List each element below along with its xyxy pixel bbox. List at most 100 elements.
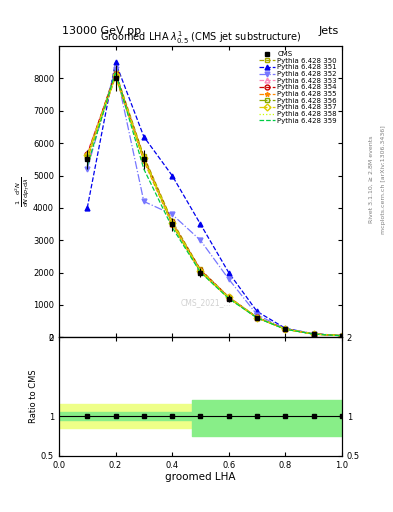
Pythia 6.428 352 [113, 66, 118, 72]
Pythia 6.428 357 [85, 153, 90, 159]
Pythia 6.428 357 [255, 314, 259, 321]
Pythia 6.428 358 [340, 333, 344, 339]
Pythia 6.428 353 [113, 72, 118, 78]
Pythia 6.428 354 [283, 326, 288, 332]
Pythia 6.428 350 [170, 218, 174, 224]
Pythia 6.428 358 [311, 331, 316, 337]
Pythia 6.428 357 [340, 333, 344, 339]
Pythia 6.428 353 [226, 294, 231, 301]
Pythia 6.428 357 [113, 72, 118, 78]
Pythia 6.428 351 [198, 221, 203, 227]
Pythia 6.428 358 [226, 295, 231, 301]
Pythia 6.428 354 [85, 152, 90, 158]
Text: mcplots.cern.ch [arXiv:1306.3436]: mcplots.cern.ch [arXiv:1306.3436] [381, 125, 386, 233]
Pythia 6.428 352 [311, 331, 316, 337]
Pythia 6.428 350 [283, 326, 288, 332]
Pythia 6.428 358 [113, 73, 118, 79]
Pythia 6.428 350 [340, 332, 344, 338]
Pythia 6.428 358 [283, 326, 288, 332]
Pythia 6.428 359 [255, 315, 259, 321]
Pythia 6.428 354 [340, 333, 344, 339]
Line: Pythia 6.428 356: Pythia 6.428 356 [85, 73, 344, 338]
Line: Pythia 6.428 353: Pythia 6.428 353 [85, 73, 344, 338]
Pythia 6.428 352 [226, 276, 231, 282]
Pythia 6.428 356 [340, 333, 344, 339]
Line: Pythia 6.428 354: Pythia 6.428 354 [85, 71, 344, 338]
Pythia 6.428 351 [141, 134, 146, 140]
Legend: CMS, Pythia 6.428 350, Pythia 6.428 351, Pythia 6.428 352, Pythia 6.428 353, Pyt: CMS, Pythia 6.428 350, Pythia 6.428 351,… [258, 50, 338, 125]
Pythia 6.428 356 [226, 295, 231, 301]
Text: Rivet 3.1.10, ≥ 2.8M events: Rivet 3.1.10, ≥ 2.8M events [369, 136, 374, 223]
Pythia 6.428 357 [198, 268, 203, 274]
Pythia 6.428 356 [198, 268, 203, 274]
Pythia 6.428 358 [255, 315, 259, 321]
Line: Pythia 6.428 358: Pythia 6.428 358 [87, 76, 342, 336]
Pythia 6.428 355 [255, 315, 259, 321]
Pythia 6.428 359 [170, 224, 174, 230]
Pythia 6.428 355 [141, 158, 146, 164]
Pythia 6.428 352 [255, 312, 259, 318]
Pythia 6.428 359 [340, 333, 344, 339]
Pythia 6.428 353 [255, 314, 259, 321]
Line: Pythia 6.428 352: Pythia 6.428 352 [85, 66, 344, 338]
Y-axis label: $\frac{1}{\mathrm{d}N} \frac{\mathrm{d}^2 N}{\mathrm{d} p_T \mathrm{d}\lambda}$: $\frac{1}{\mathrm{d}N} \frac{\mathrm{d}^… [13, 177, 31, 207]
Pythia 6.428 355 [226, 295, 231, 301]
Pythia 6.428 353 [141, 156, 146, 162]
Line: Pythia 6.428 359: Pythia 6.428 359 [87, 72, 342, 336]
Pythia 6.428 354 [226, 294, 231, 301]
Pythia 6.428 352 [170, 211, 174, 218]
Pythia 6.428 352 [198, 237, 203, 243]
Title: Groomed LHA $\lambda^{1}_{0.5}$ (CMS jet substructure): Groomed LHA $\lambda^{1}_{0.5}$ (CMS jet… [100, 29, 301, 46]
Pythia 6.428 359 [226, 295, 231, 302]
Pythia 6.428 357 [141, 155, 146, 161]
Pythia 6.428 358 [198, 269, 203, 275]
Pythia 6.428 355 [198, 269, 203, 275]
Pythia 6.428 352 [141, 198, 146, 204]
Pythia 6.428 351 [113, 59, 118, 66]
Pythia 6.428 353 [170, 221, 174, 227]
Pythia 6.428 355 [283, 326, 288, 332]
Line: Pythia 6.428 350: Pythia 6.428 350 [85, 70, 344, 338]
Pythia 6.428 350 [311, 331, 316, 337]
Pythia 6.428 351 [311, 331, 316, 337]
Pythia 6.428 354 [141, 155, 146, 161]
Pythia 6.428 359 [283, 326, 288, 332]
Pythia 6.428 355 [340, 333, 344, 339]
Line: Pythia 6.428 357: Pythia 6.428 357 [85, 72, 344, 338]
Pythia 6.428 351 [226, 269, 231, 275]
Pythia 6.428 357 [226, 294, 231, 301]
Text: 13000 GeV pp: 13000 GeV pp [62, 26, 141, 36]
Pythia 6.428 357 [311, 331, 316, 337]
Pythia 6.428 359 [113, 69, 118, 75]
Pythia 6.428 357 [170, 220, 174, 226]
Pythia 6.428 356 [113, 73, 118, 79]
Pythia 6.428 356 [283, 326, 288, 332]
Pythia 6.428 351 [255, 308, 259, 314]
Pythia 6.428 355 [85, 156, 90, 162]
Line: Pythia 6.428 351: Pythia 6.428 351 [85, 60, 344, 338]
Pythia 6.428 353 [198, 268, 203, 274]
Pythia 6.428 358 [170, 221, 174, 227]
Pythia 6.428 350 [113, 69, 118, 75]
Pythia 6.428 359 [85, 163, 90, 169]
Pythia 6.428 352 [340, 333, 344, 339]
Pythia 6.428 353 [340, 333, 344, 339]
Pythia 6.428 351 [85, 205, 90, 211]
Pythia 6.428 356 [85, 154, 90, 160]
Pythia 6.428 350 [198, 266, 203, 272]
Pythia 6.428 355 [113, 74, 118, 80]
Pythia 6.428 358 [141, 157, 146, 163]
Pythia 6.428 353 [85, 150, 90, 156]
Text: Jets: Jets [319, 26, 339, 36]
Pythia 6.428 352 [85, 166, 90, 172]
X-axis label: groomed LHA: groomed LHA [165, 472, 236, 482]
Pythia 6.428 358 [85, 154, 90, 160]
Pythia 6.428 350 [85, 153, 90, 159]
Pythia 6.428 353 [311, 331, 316, 337]
Pythia 6.428 354 [113, 71, 118, 77]
Pythia 6.428 350 [141, 153, 146, 159]
Pythia 6.428 350 [226, 294, 231, 300]
Pythia 6.428 352 [283, 326, 288, 332]
Pythia 6.428 354 [198, 267, 203, 273]
Pythia 6.428 359 [141, 166, 146, 172]
